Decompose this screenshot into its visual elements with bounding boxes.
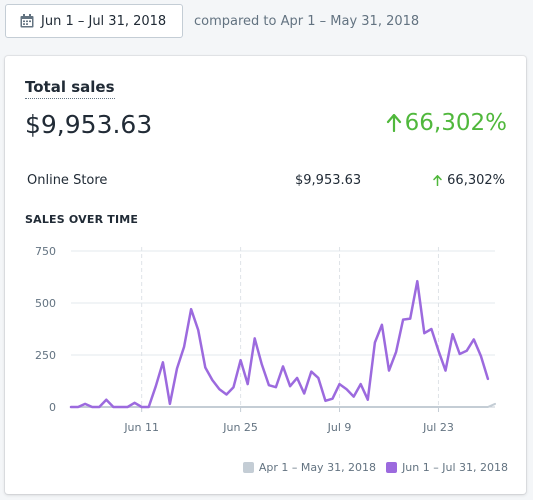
calendar-icon: [20, 14, 34, 28]
card-title[interactable]: Total sales: [25, 78, 115, 99]
total-growth-value: 66,302%: [404, 110, 507, 136]
chart-legend: Apr 1 – May 31, 2018 Jun 1 – Jul 31, 201…: [233, 461, 508, 474]
total-sales-card: Total sales $9,953.63 66,302% Online Sto…: [5, 56, 526, 494]
sales-over-time-chart: 0 250 500 750 Jun 11 Jun 25 Jul 9 Jul 23: [35, 245, 496, 434]
chart-grid: [71, 247, 495, 407]
y-tick-label: 250: [35, 349, 56, 362]
legend-label-current: Jun 1 – Jul 31, 2018: [402, 461, 508, 474]
y-tick-label: 750: [35, 245, 56, 258]
series-line-previous: [70, 402, 496, 408]
y-tick-label: 0: [49, 401, 56, 414]
legend-item-current[interactable]: Jun 1 – Jul 31, 2018: [386, 461, 508, 474]
legend-swatch-current: [386, 462, 398, 473]
legend-swatch-previous: [242, 462, 254, 473]
report-toolbar: Jun 1 – Jul 31, 2018 compared to Apr 1 –…: [0, 0, 533, 44]
x-tick-label: Jun 25: [222, 421, 258, 434]
y-tick-label: 500: [35, 297, 56, 310]
comparison-period-text: compared to Apr 1 – May 31, 2018: [194, 14, 420, 29]
legend-label-previous: Apr 1 – May 31, 2018: [258, 461, 377, 474]
series-line-current: [69, 279, 490, 409]
date-range-label: Jun 1 – Jul 31, 2018: [41, 13, 167, 29]
arrow-up-icon: [386, 114, 401, 132]
chart-axes: 0 250 500 750 Jun 11 Jun 25 Jul 9 Jul 23: [35, 245, 495, 434]
x-tick-label: Jun 11: [123, 421, 159, 434]
total-sales-value: $9,953.63: [25, 110, 153, 139]
channel-growth-value: 66,302%: [447, 173, 505, 188]
channel-growth: 66,302%: [433, 173, 505, 188]
total-growth: 66,302%: [386, 110, 507, 136]
chart-series: [69, 279, 496, 409]
x-tick-label: Jul 23: [422, 421, 454, 434]
channel-value: $9,953.63: [295, 173, 362, 188]
section-title: SALES OVER TIME: [25, 213, 139, 226]
channel-name: Online Store: [27, 173, 108, 188]
arrow-up-icon: [433, 175, 442, 186]
x-tick-label: Jul 9: [327, 421, 352, 434]
legend-item-previous[interactable]: Apr 1 – May 31, 2018: [242, 461, 377, 474]
date-range-button[interactable]: Jun 1 – Jul 31, 2018: [5, 4, 183, 38]
